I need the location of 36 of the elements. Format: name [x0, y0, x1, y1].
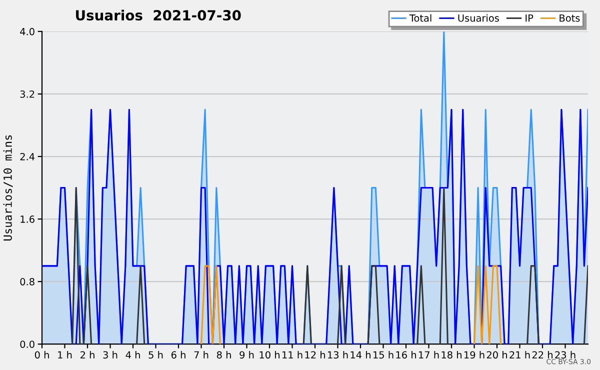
x-tick-label: 21 h	[510, 351, 530, 358]
x-tick-label: 17 h	[419, 351, 439, 358]
x-tick-label: 19 h	[464, 351, 484, 359]
x-tick-label: 8 h	[216, 351, 231, 359]
y-tick-label: 2.4	[20, 152, 35, 160]
x-tick-label: 15 h	[374, 351, 394, 359]
legend-label: Total	[409, 14, 432, 22]
x-tick-label: 2 h	[80, 351, 94, 358]
x-tick-label: 0 h	[34, 351, 49, 359]
y-tick-label: 4.0	[20, 28, 34, 36]
y-tick-label: 0.0	[20, 340, 34, 348]
x-tick-label: 1 h	[58, 351, 72, 358]
legend-label: IP	[526, 14, 534, 22]
x-tick-label: 16 h	[396, 351, 416, 359]
x-tick-label: 14 h	[350, 351, 370, 358]
x-tick-label: 13 h	[328, 351, 348, 359]
x-tick-label: 4 h	[126, 351, 140, 358]
y-tick-label: 3.2	[20, 90, 34, 98]
x-tick-label: 10 h	[260, 351, 280, 359]
x-tick-label: 5 h	[148, 351, 163, 359]
x-tick-label: 12 h	[305, 351, 325, 358]
chart-title: Usuarios 2021-07-30	[76, 10, 241, 21]
y-tick-label: 1.6	[20, 216, 34, 223]
x-tick-label: 3 h	[103, 351, 118, 359]
legend-label: Usuarios	[458, 14, 499, 22]
x-tick-label: 9 h	[240, 351, 254, 359]
x-tick-label: 7 h	[194, 351, 208, 358]
x-tick-label: 23 h	[555, 351, 576, 359]
x-tick-label: 22 h	[532, 351, 552, 358]
x-tick-label: 20 h	[486, 351, 507, 359]
y-axis-title: Usuarios/10 mins	[3, 135, 13, 240]
x-tick-label: 18 h	[442, 351, 462, 359]
y-tick-label: 0.8	[20, 278, 34, 286]
x-tick-label: 11 h	[282, 351, 302, 358]
x-tick-label: 6 h	[171, 351, 186, 359]
legend-label: Bots	[560, 14, 580, 22]
